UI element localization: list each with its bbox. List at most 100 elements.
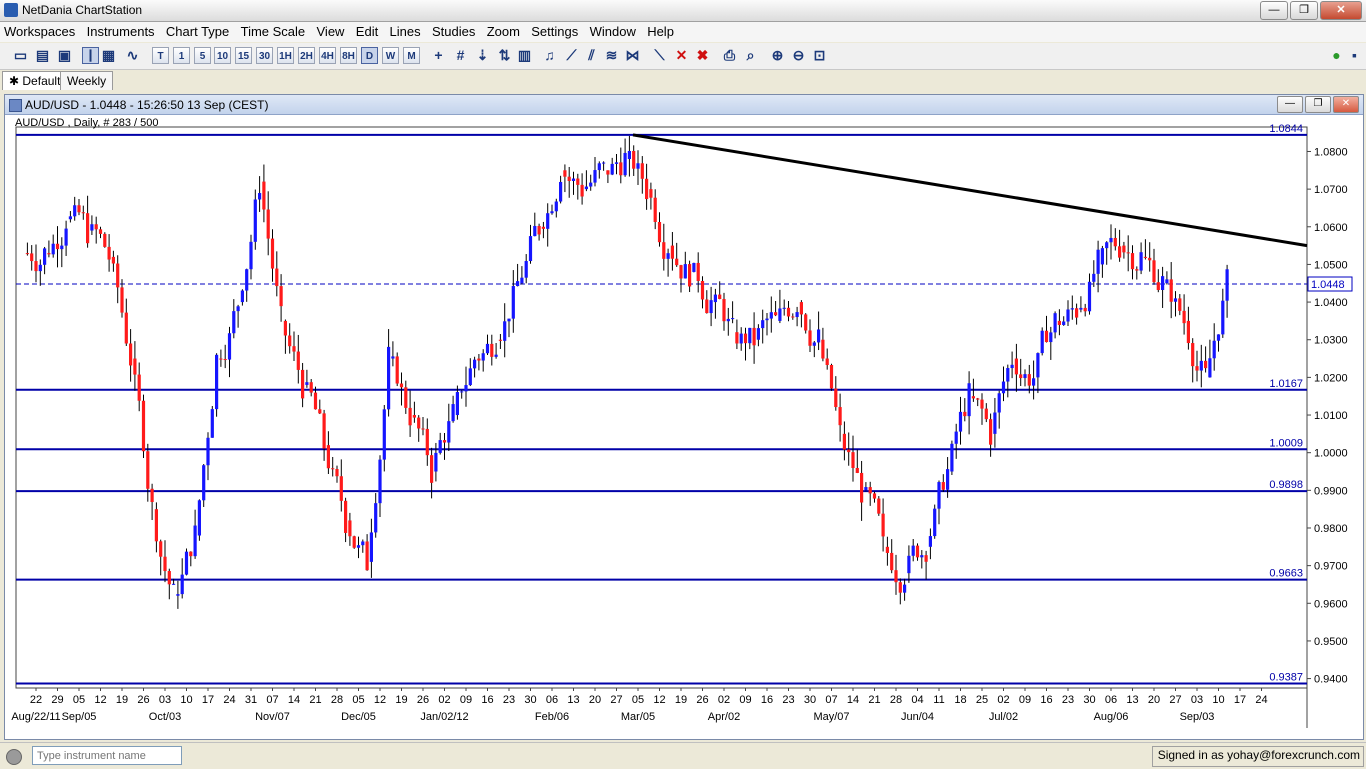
x-period-label: Sep/03 — [1180, 711, 1215, 723]
candle-down — [313, 392, 318, 410]
candle-up — [1092, 273, 1096, 282]
close-button[interactable]: ✕ — [1320, 1, 1362, 20]
candle-up — [1105, 242, 1109, 249]
zoom-reset-icon[interactable]: ⊡ — [813, 47, 826, 63]
candle-up — [184, 551, 189, 575]
instrument-search-input[interactable] — [32, 746, 182, 765]
candle-down — [619, 162, 623, 176]
candle-down — [301, 369, 305, 399]
horizontal-level-label: 0.9663 — [1269, 568, 1303, 580]
menu-lines[interactable]: Lines — [389, 24, 421, 39]
channel-icon[interactable]: ⫽ — [588, 47, 595, 63]
tab-weekly[interactable]: Weekly — [60, 71, 114, 90]
candle-down — [662, 242, 666, 259]
timeframe-4h[interactable]: 4H — [319, 47, 336, 64]
chart-restore-button[interactable]: ❐ — [1305, 96, 1331, 113]
candle-down — [107, 246, 111, 260]
open-icon[interactable]: ▤ — [35, 47, 50, 63]
price-chart[interactable]: 0.9400 0.9500 0.9600 0.9700 0.9800 0.9900 1.00… — [5, 115, 1361, 737]
minimize-button[interactable]: — — [1260, 1, 1288, 20]
delete-line-icon[interactable]: ✕ — [675, 47, 688, 63]
grid-icon[interactable]: # — [456, 47, 465, 63]
timeframe-8h[interactable]: 8H — [340, 47, 357, 64]
chart-subtitle: AUD/USD , Daily, # 283 / 500 — [15, 117, 159, 129]
x-tick-label: 14 — [847, 694, 859, 706]
chart-minimize-button[interactable]: — — [1277, 96, 1303, 113]
candle-up — [378, 459, 382, 504]
select-line-icon[interactable]: ⟍ — [654, 47, 665, 63]
candle-down — [163, 556, 167, 572]
menu-instruments[interactable]: Instruments — [86, 24, 155, 39]
candle-chart-icon[interactable]: ┃ — [82, 47, 99, 64]
window-title: NetDania ChartStation — [22, 3, 143, 17]
candle-up — [387, 346, 391, 410]
restore-button[interactable]: ❐ — [1290, 1, 1318, 20]
candle-down — [976, 398, 980, 400]
timeframe-2h[interactable]: 2H — [298, 47, 315, 64]
x-tick-label: 30 — [524, 694, 536, 706]
menu-help[interactable]: Help — [647, 24, 674, 39]
candle-up — [1036, 353, 1040, 378]
timeframe-15[interactable]: 15 — [235, 47, 252, 64]
candle-down — [270, 238, 275, 269]
candle-up — [206, 437, 210, 466]
history-icon[interactable]: ⇅ — [498, 47, 511, 63]
timeframe-d[interactable]: D — [361, 47, 378, 64]
chart-window-icon — [9, 99, 22, 112]
delete-all-lines-icon[interactable]: ✖ — [696, 47, 709, 63]
timeframe-5[interactable]: 5 — [194, 47, 211, 64]
fan-icon[interactable]: ⋈ — [625, 47, 640, 63]
chart-close-button[interactable]: ✕ — [1333, 96, 1359, 113]
print-preview-icon[interactable]: ⌕ — [746, 47, 755, 63]
new-workspace-icon[interactable]: ▭ — [13, 47, 28, 63]
timeframe-30[interactable]: 30 — [256, 47, 273, 64]
candle-down — [963, 411, 967, 417]
candle-down — [1057, 320, 1061, 325]
timeframe-t[interactable]: T — [152, 47, 169, 64]
plot-area — [15, 126, 1308, 689]
x-tick-label: 21 — [309, 694, 321, 706]
zoom-out-icon[interactable]: ⊖ — [792, 47, 805, 63]
candle-up — [903, 584, 907, 593]
new-chart-icon[interactable]: ▦ — [101, 47, 116, 63]
candle-up — [51, 243, 55, 255]
x-tick-label: 12 — [94, 694, 106, 706]
candle-up — [1208, 358, 1212, 378]
timeframe-1h[interactable]: 1H — [277, 47, 294, 64]
volume-icon[interactable]: ▥ — [517, 47, 532, 63]
fibonacci-icon[interactable]: ≋ — [605, 47, 618, 63]
candle-up — [748, 327, 752, 344]
tab-default[interactable]: ✱ Default — [2, 71, 68, 90]
candle-down — [580, 184, 584, 197]
menu-workspaces[interactable]: Workspaces — [4, 24, 76, 39]
menu-chart-type[interactable]: Chart Type — [165, 24, 230, 39]
cursor-info-icon[interactable]: ⇣ — [476, 47, 489, 63]
save-icon[interactable]: ▣ — [57, 47, 72, 63]
timeframe-10[interactable]: 10 — [214, 47, 231, 64]
menu-studies[interactable]: Studies — [431, 24, 476, 39]
menu-view[interactable]: View — [316, 24, 345, 39]
timeframe-w[interactable]: W — [382, 47, 399, 64]
menu-time-scale[interactable]: Time Scale — [240, 24, 306, 39]
line-chart-icon[interactable]: ∿ — [126, 47, 139, 63]
timeframe-1[interactable]: 1 — [173, 47, 190, 64]
menu-zoom[interactable]: Zoom — [486, 24, 520, 39]
menu-window[interactable]: Window — [589, 24, 636, 39]
candle-up — [1161, 276, 1165, 291]
trendline-icon[interactable]: ⟋ — [566, 47, 577, 63]
candle-down — [421, 428, 425, 430]
x-tick-label: 04 — [911, 694, 923, 706]
menu-edit[interactable]: Edit — [355, 24, 379, 39]
candle-up — [958, 411, 963, 432]
candle-down — [146, 451, 150, 489]
candle-down — [842, 433, 846, 450]
zoom-in-icon[interactable]: ⊕ — [771, 47, 784, 63]
candle-down — [120, 287, 124, 313]
crosshair-icon[interactable]: + — [434, 47, 443, 63]
print-icon[interactable]: ⎙ — [723, 47, 736, 63]
alert-bell-icon[interactable]: ♫ — [544, 47, 555, 63]
toolbar-options-icon[interactable]: ▪ — [1352, 47, 1357, 63]
candle-up — [1087, 281, 1092, 312]
timeframe-m[interactable]: M — [403, 47, 420, 64]
menu-settings[interactable]: Settings — [531, 24, 579, 39]
